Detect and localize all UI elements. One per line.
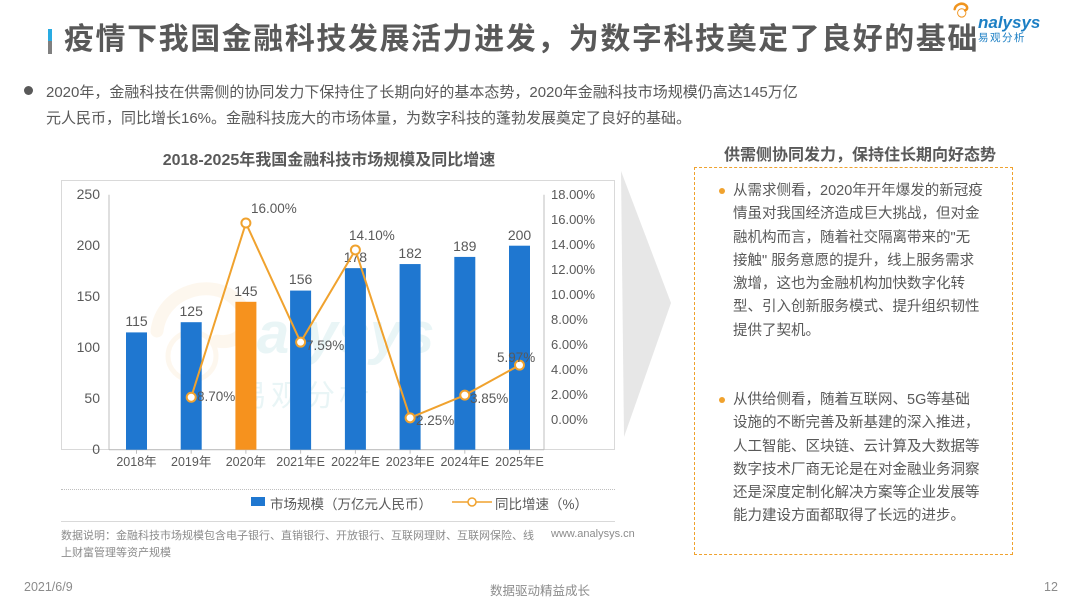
svg-text:2018年: 2018年 [116, 455, 156, 469]
svg-text:200: 200 [508, 227, 532, 243]
svg-text:8.00%: 8.00% [551, 312, 588, 327]
svg-text:8.70%: 8.70% [197, 389, 235, 404]
svg-text:16.00%: 16.00% [251, 201, 297, 216]
svg-text:10.00%: 10.00% [551, 287, 596, 302]
svg-text:18.00%: 18.00% [551, 187, 596, 202]
svg-text:3.85%: 3.85% [470, 391, 508, 406]
svg-text:100: 100 [77, 339, 101, 355]
svg-text:189: 189 [453, 238, 477, 254]
svg-text:182: 182 [398, 245, 422, 261]
svg-text:2.25%: 2.25% [416, 413, 454, 428]
svg-text:2.00%: 2.00% [551, 387, 588, 402]
svg-text:200: 200 [77, 237, 101, 253]
svg-text:2025年E: 2025年E [495, 455, 544, 469]
svg-text:115: 115 [125, 313, 148, 329]
svg-text:2023年E: 2023年E [386, 455, 435, 469]
svg-text:2020年: 2020年 [226, 455, 266, 469]
svg-text:2022年E: 2022年E [331, 455, 380, 469]
svg-text:0.00%: 0.00% [551, 412, 588, 427]
svg-text:125: 125 [180, 303, 204, 319]
svg-text:2024年E: 2024年E [440, 455, 489, 469]
svg-text:4.00%: 4.00% [551, 362, 588, 377]
svg-text:14.00%: 14.00% [551, 237, 596, 252]
svg-text:2019年: 2019年 [171, 455, 211, 469]
svg-text:16.00%: 16.00% [551, 212, 596, 227]
svg-text:2021年E: 2021年E [276, 455, 325, 469]
svg-text:14.10%: 14.10% [349, 228, 395, 243]
svg-text:7.59%: 7.59% [306, 338, 344, 353]
svg-text:50: 50 [84, 390, 100, 406]
svg-text:145: 145 [234, 283, 258, 299]
svg-text:6.00%: 6.00% [551, 337, 588, 352]
svg-text:12.00%: 12.00% [551, 262, 596, 277]
svg-text:5.97%: 5.97% [497, 350, 535, 365]
svg-text:0: 0 [92, 441, 100, 457]
svg-text:150: 150 [77, 288, 101, 304]
svg-text:250: 250 [77, 186, 101, 202]
svg-text:156: 156 [289, 271, 313, 287]
